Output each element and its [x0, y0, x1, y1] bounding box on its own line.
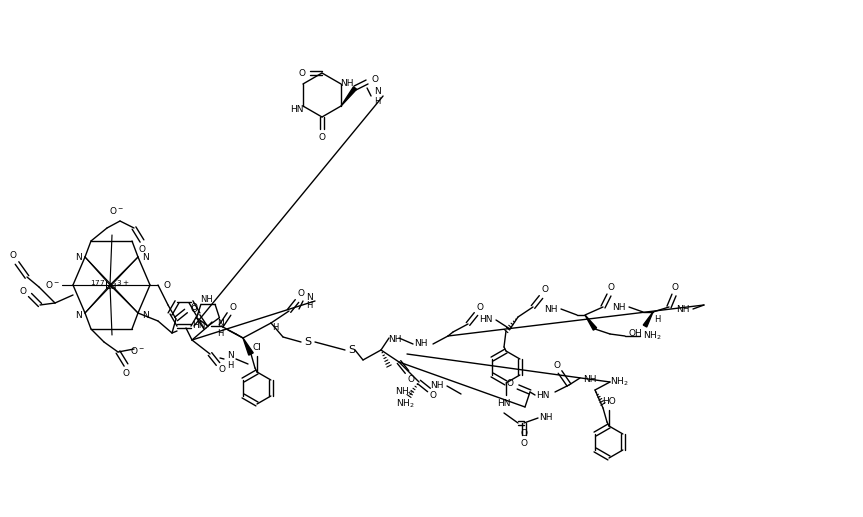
Text: H: H	[374, 98, 381, 107]
Text: O$^-$: O$^-$	[46, 280, 60, 291]
Text: O: O	[123, 369, 129, 377]
Text: NH: NH	[583, 375, 596, 385]
Text: O$^-$: O$^-$	[110, 205, 124, 217]
Text: NH: NH	[340, 80, 354, 88]
Text: NH: NH	[677, 305, 690, 313]
Text: N: N	[74, 252, 81, 262]
Text: HN: HN	[192, 322, 205, 330]
Text: NH: NH	[539, 414, 552, 422]
Text: O: O	[298, 288, 305, 297]
Text: O$^-$: O$^-$	[130, 344, 146, 356]
Text: H: H	[227, 360, 233, 370]
Text: $^{177}$Lu$^{3+}$: $^{177}$Lu$^{3+}$	[90, 278, 130, 292]
Polygon shape	[585, 315, 596, 330]
Text: HN: HN	[536, 390, 550, 400]
Text: O: O	[476, 303, 483, 312]
Text: NH$_2$: NH$_2$	[394, 386, 413, 398]
Text: N: N	[306, 293, 312, 301]
Text: S: S	[349, 345, 356, 355]
Polygon shape	[341, 87, 356, 106]
Text: H: H	[654, 315, 660, 325]
Text: N: N	[142, 252, 148, 262]
Text: O: O	[430, 391, 437, 401]
Text: NH: NH	[612, 302, 626, 312]
Text: HN: HN	[479, 315, 493, 325]
Text: O: O	[541, 284, 549, 294]
Text: O: O	[9, 251, 16, 260]
Text: O: O	[299, 68, 306, 78]
Text: H: H	[272, 324, 278, 332]
Text: O: O	[218, 366, 225, 374]
Text: O: O	[191, 303, 198, 312]
Text: N: N	[74, 311, 81, 320]
Text: H: H	[306, 301, 312, 311]
Text: NH: NH	[388, 336, 402, 344]
Text: Cl: Cl	[253, 343, 261, 353]
Text: HN: HN	[497, 400, 511, 408]
Text: O: O	[520, 429, 527, 437]
Text: NH$_2$: NH$_2$	[396, 398, 414, 410]
Text: O: O	[407, 375, 414, 385]
Polygon shape	[243, 338, 253, 355]
Text: N: N	[227, 351, 233, 359]
Text: NH: NH	[414, 340, 428, 348]
Text: O: O	[608, 282, 614, 292]
Text: NH: NH	[431, 382, 444, 390]
Text: H: H	[217, 328, 224, 338]
Text: O: O	[318, 132, 325, 142]
Text: N: N	[374, 87, 381, 97]
Text: NH$_2$: NH$_2$	[643, 330, 661, 342]
Text: O: O	[372, 75, 379, 84]
Text: O: O	[138, 246, 146, 254]
Text: S: S	[305, 337, 312, 347]
Text: O: O	[163, 281, 171, 290]
Text: N: N	[142, 311, 148, 320]
Text: O: O	[671, 282, 678, 292]
Text: OH: OH	[628, 329, 642, 339]
Text: O: O	[191, 305, 198, 313]
Text: NH: NH	[199, 296, 212, 305]
Text: O: O	[520, 438, 527, 448]
Text: HN: HN	[290, 105, 304, 114]
Text: O: O	[230, 303, 236, 312]
Text: O: O	[20, 286, 27, 296]
Text: N: N	[217, 318, 224, 327]
Polygon shape	[643, 312, 653, 327]
Text: HO: HO	[602, 398, 616, 406]
Text: NH$_2$: NH$_2$	[609, 376, 628, 388]
Text: O: O	[507, 379, 513, 388]
Text: NH: NH	[545, 305, 557, 313]
Text: O: O	[553, 360, 560, 370]
